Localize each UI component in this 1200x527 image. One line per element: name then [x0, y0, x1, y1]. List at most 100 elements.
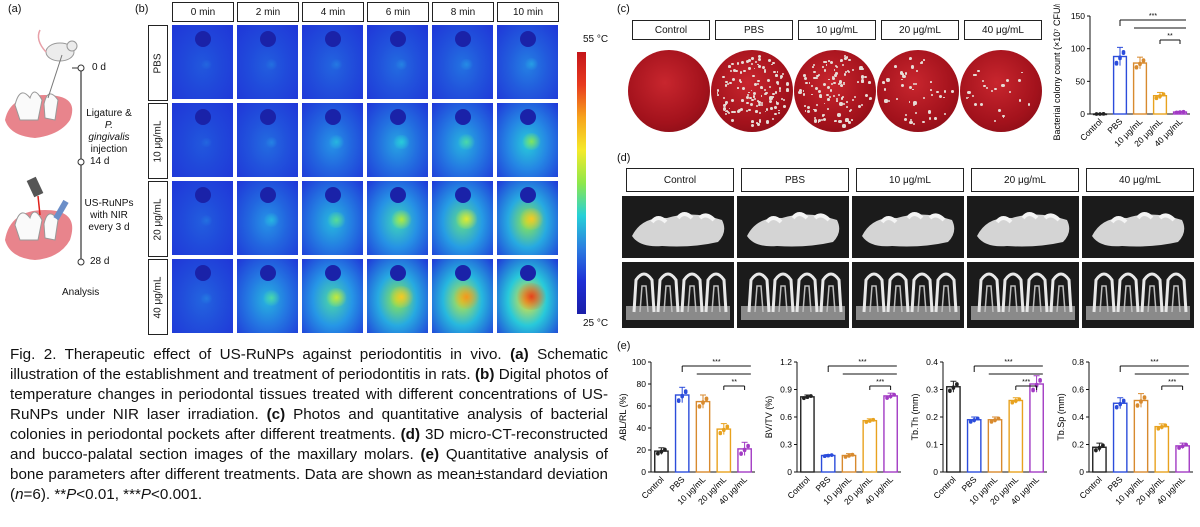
timeline-day-28: 28 d: [90, 256, 110, 267]
heat-spot: [523, 58, 540, 71]
colony-dot: [912, 103, 916, 107]
colony-dot: [733, 110, 737, 114]
colony-dot: [731, 111, 734, 114]
colony-dot: [845, 106, 848, 108]
heat-spot: [328, 135, 345, 149]
colony-dot: [826, 98, 830, 101]
colony-dot: [761, 103, 764, 106]
colony-dot: [804, 105, 807, 107]
colony-dot: [775, 101, 778, 104]
colony-dot: [894, 65, 897, 68]
caption-n: n: [15, 486, 24, 503]
colony-dot: [731, 99, 735, 103]
colony-dot: [747, 94, 750, 97]
probe-shadow: [194, 109, 211, 125]
y-tick-label: 0.1: [926, 440, 938, 450]
colony-dot: [1009, 90, 1012, 93]
y-tick-label: 0.9: [780, 385, 792, 395]
colony-dot: [910, 118, 913, 121]
data-point: [1158, 94, 1162, 98]
colony-dot: [748, 67, 751, 70]
bar: [674, 394, 690, 473]
colony-dot: [904, 71, 908, 75]
y-axis-label: Tb.Sp (mm): [1056, 393, 1066, 441]
caption-bold-b: (b): [475, 366, 495, 383]
colony-dot: [1002, 114, 1005, 117]
ct-header: PBS: [741, 168, 849, 192]
colony-dot: [835, 72, 838, 75]
sig-marker: ***: [1150, 359, 1158, 366]
colony-dot: [772, 117, 775, 120]
colony-dot: [761, 101, 763, 104]
probe-shadow: [454, 109, 471, 125]
thermal-image: [497, 259, 558, 333]
y-tick-label: 20: [637, 445, 647, 455]
colony-dot: [985, 86, 989, 90]
colony-dot: [868, 96, 872, 100]
colony-dot: [847, 69, 850, 72]
colony-dot: [904, 113, 908, 117]
colony-dot: [811, 84, 814, 87]
y-tick-label: 0.2: [1072, 440, 1084, 450]
colony-dot: [781, 72, 784, 75]
data-point: [822, 454, 827, 458]
colony-dot: [901, 73, 905, 77]
colony-dot: [833, 81, 836, 85]
sig-marker: ***: [858, 359, 866, 366]
y-axis-label: ABL/RL (%): [618, 393, 628, 440]
y-tick-label: 0.4: [1072, 412, 1084, 422]
data-point: [746, 443, 750, 448]
colony-dot: [916, 70, 918, 72]
colony-dot: [728, 65, 731, 68]
colony-dot: [804, 76, 807, 80]
colony-dot: [900, 71, 904, 75]
data-point: [885, 395, 889, 400]
colony-dot: [724, 110, 727, 113]
colony-dot: [783, 98, 786, 102]
data-point: [697, 404, 702, 408]
colony-dot: [754, 83, 757, 86]
colony-dot: [728, 81, 732, 85]
colony-dot: [922, 120, 925, 124]
timeline-analysis: Analysis: [62, 287, 100, 298]
data-point: [1114, 60, 1119, 65]
bar: [1112, 402, 1128, 473]
sig-marker: ***: [1022, 379, 1030, 386]
colony-dot: [722, 75, 725, 79]
ct-header: Control: [626, 168, 734, 192]
step1-line2: P. gingivalis: [88, 120, 130, 143]
colony-dot: [1021, 71, 1024, 74]
colony-dot: [912, 88, 914, 91]
heat-spot: [200, 215, 213, 226]
plate-header: 10 μg/mL: [798, 20, 876, 40]
colony-dot: [786, 82, 790, 86]
probe-shadow: [324, 187, 341, 203]
colony-dot: [736, 62, 740, 65]
y-tick-label: 100: [632, 357, 646, 367]
bar: [716, 428, 732, 473]
data-point: [659, 449, 664, 454]
thermal-image: [172, 103, 233, 177]
colony-dot: [769, 96, 773, 100]
colony-dot: [979, 102, 983, 106]
colony-dot: [764, 110, 767, 113]
colony-dot: [823, 60, 827, 64]
thermal-image: [497, 181, 558, 255]
colony-dot: [802, 93, 806, 97]
ct-3d-reconstruction: [852, 196, 964, 258]
colony-dot: [770, 107, 773, 111]
data-point: [1139, 399, 1143, 403]
colony-dot: [928, 117, 931, 120]
x-tick-label: Control: [931, 474, 958, 501]
data-point: [1118, 401, 1122, 406]
ct-section-image: [1082, 262, 1194, 328]
heat-spot: [263, 213, 280, 227]
colony-dot: [842, 82, 845, 85]
colony-dot: [827, 108, 829, 111]
ct-section-image: [967, 262, 1079, 328]
colony-dot: [823, 102, 826, 105]
colony-dot: [822, 83, 827, 87]
data-point: [742, 447, 747, 452]
colony-dot: [739, 108, 743, 112]
